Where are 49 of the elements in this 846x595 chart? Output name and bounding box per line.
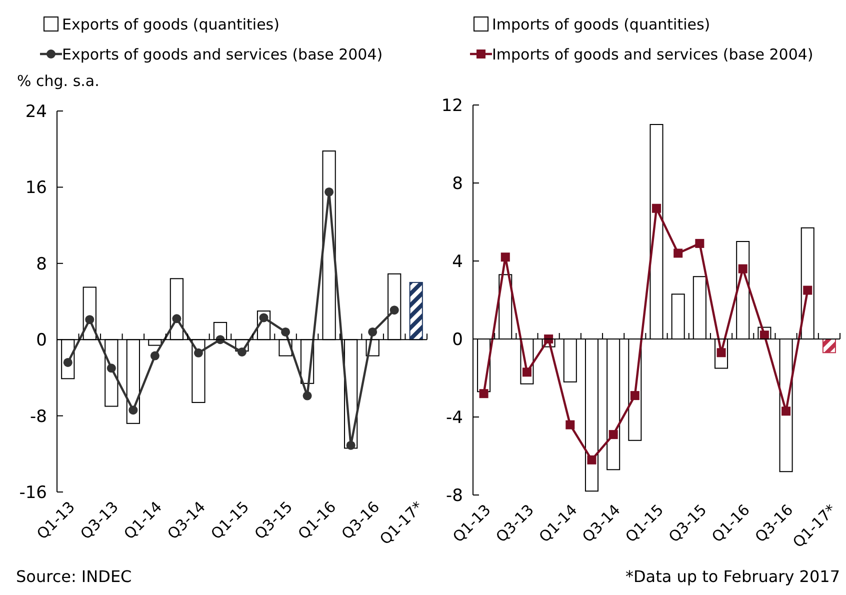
point (738, 264, 748, 274)
point (128, 406, 138, 415)
bar (822, 338, 836, 354)
y-tick-label: 24 (25, 102, 47, 122)
point (368, 327, 378, 336)
point (630, 391, 640, 400)
y-tick-label: 16 (25, 178, 47, 198)
y-tick-label: 8 (36, 254, 47, 274)
point (150, 351, 160, 360)
text: *Data up to February 2017 (625, 567, 840, 586)
y-axis-title: % chg. s.a. (17, 72, 100, 90)
legend-label: Imports of goods and services (base 2004) (492, 45, 814, 64)
point (695, 238, 704, 248)
point (674, 248, 683, 258)
point (324, 187, 334, 196)
point (390, 306, 399, 315)
point (63, 358, 72, 367)
legend-label: Exports of goods and services (base 2004) (62, 45, 383, 64)
point (479, 389, 488, 398)
point (566, 420, 575, 430)
point (500, 252, 510, 262)
y-tick-label: -4 (446, 408, 463, 428)
point (238, 347, 246, 356)
point (803, 286, 812, 295)
y-tick-label: 12 (441, 96, 463, 116)
point (652, 204, 661, 213)
y-tick-label: 4 (452, 252, 463, 272)
point (172, 314, 182, 324)
point (346, 440, 356, 450)
point (85, 315, 94, 324)
y-tick-label: 0 (452, 330, 463, 350)
point (587, 455, 596, 464)
point (106, 364, 116, 373)
bar (409, 282, 423, 340)
source-note: Source: INDEC (16, 567, 132, 586)
y-tick-label: -16 (19, 482, 47, 503)
legend-label: Imports of goods (quantities) (492, 15, 710, 34)
point (281, 327, 290, 336)
y-tick-label: -8 (30, 406, 47, 427)
y-tick-label: -8 (446, 486, 463, 506)
y-tick-label: 8 (452, 174, 463, 194)
point (782, 406, 791, 416)
point (302, 391, 312, 400)
point (259, 313, 268, 322)
point (608, 430, 618, 440)
point (194, 348, 203, 358)
point (522, 368, 532, 377)
legend-label: Exports of goods (quantities) (62, 15, 280, 34)
y-tick-label: 0 (36, 330, 47, 351)
